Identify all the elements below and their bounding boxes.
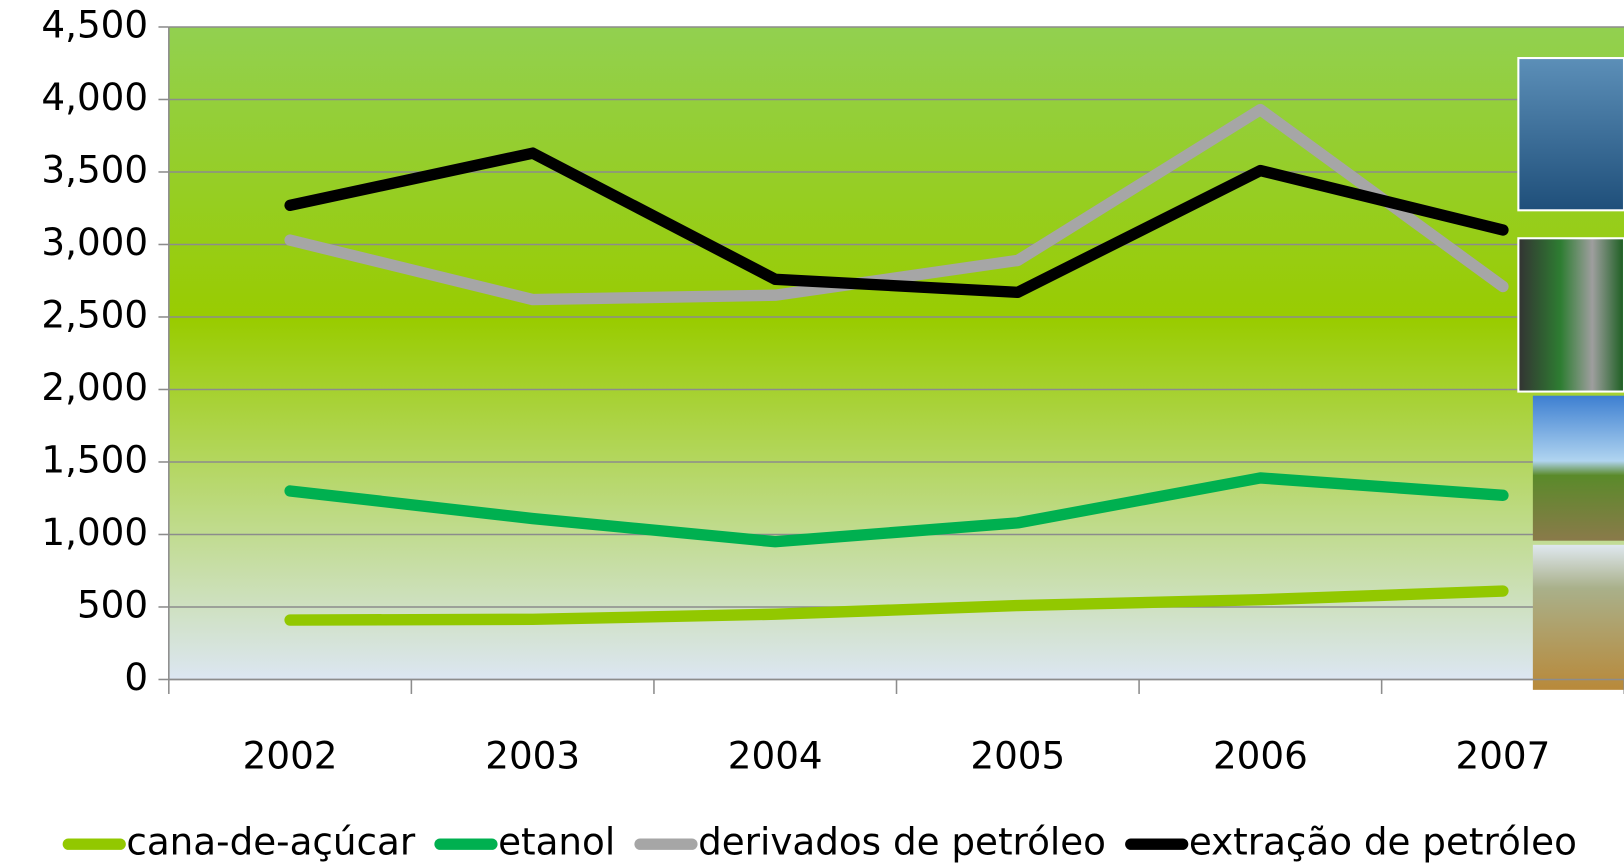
y-tick-label: 500 [77, 582, 148, 626]
legend-label: etanol [498, 820, 615, 864]
y-tick-label: 1,500 [41, 437, 148, 481]
legend-label: cana-de-açúcar [126, 820, 416, 864]
x-tick-label: 2002 [243, 734, 338, 778]
x-tick-label: 2006 [1213, 734, 1308, 778]
y-tick-label: 4,000 [41, 75, 148, 119]
y-tick-label: 2,500 [41, 292, 148, 336]
photo-field [1532, 544, 1624, 690]
photo-sugarcane [1532, 395, 1624, 541]
x-tick-label: 2005 [970, 734, 1065, 778]
legend-label: extração de petróleo [1189, 820, 1577, 864]
y-tick-label: 4,500 [41, 2, 148, 46]
y-tick-label: 3,000 [41, 220, 148, 264]
grid [168, 26, 1624, 681]
series-line [284, 472, 1509, 548]
x-tick-label: 2004 [728, 734, 823, 778]
series-line [284, 103, 1509, 306]
photos [1517, 57, 1624, 690]
y-tick-label: 3,500 [41, 147, 148, 191]
y-tick-label: 1,000 [41, 510, 148, 554]
photo-oil-platform [1517, 57, 1624, 212]
y-tick-label: 0 [124, 655, 148, 699]
plot-area [168, 26, 1624, 680]
x-tick-label: 2007 [1456, 734, 1551, 778]
series-line [284, 585, 1509, 626]
series-line [284, 147, 1509, 299]
axes: 0 500 1,000 1,500 2,000 2,500 3,000 3,500 4,000 4… [41, 2, 1624, 778]
legend: cana-de-açúcar etanol derivados de petróle… [62, 820, 1577, 864]
lines [284, 103, 1509, 626]
photo-fuel-pump [1517, 237, 1624, 393]
x-tick-label: 2003 [485, 734, 580, 778]
y-tick-label: 2,000 [41, 365, 148, 409]
legend-label: derivados de petróleo [698, 820, 1106, 864]
